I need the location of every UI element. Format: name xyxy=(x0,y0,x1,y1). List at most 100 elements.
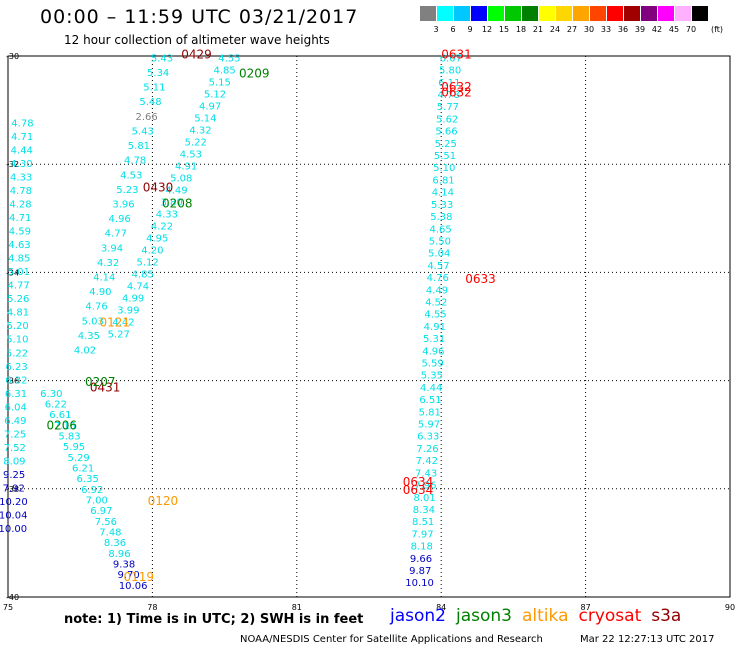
wave-height-value: 7.48 xyxy=(99,528,121,539)
wave-height-value: 4.02 xyxy=(74,346,96,357)
wave-height-value: 6.11 xyxy=(438,78,460,89)
satellite-s3a: s3a xyxy=(651,606,682,626)
wave-height-value: 4.32 xyxy=(97,258,119,269)
legend-swatch xyxy=(539,6,556,21)
wave-height-value: 4.85 xyxy=(213,65,235,76)
page-title: 00:00 – 11:59 UTC 03/21/2017 xyxy=(40,6,359,28)
legend-swatch xyxy=(624,6,641,21)
wave-height-value: 4.28 xyxy=(9,199,31,210)
wave-height-value: 4.77 xyxy=(105,229,127,240)
wave-height-value: 5.29 xyxy=(67,453,89,464)
wave-height-value: 4.99 xyxy=(122,293,144,304)
wave-height-value: 8.18 xyxy=(411,542,433,553)
wave-height-value: 5.22 xyxy=(185,137,207,148)
wave-height-value: 4.53 xyxy=(120,170,142,181)
pass-time-label: 0209 xyxy=(239,67,270,81)
wave-height-value: 5.95 xyxy=(63,442,85,453)
wave-height-value: 4.81 xyxy=(7,308,29,319)
pass-time-label: 0120 xyxy=(148,494,179,508)
wave-height-value: 5.01 xyxy=(8,267,30,278)
lat-tick-label: -30 xyxy=(6,52,19,61)
wave-height-value: 3.99 xyxy=(117,305,139,316)
legend-swatch xyxy=(471,6,488,21)
wave-height-value: 6.21 xyxy=(72,464,94,475)
wave-height-value: 5.10 xyxy=(6,335,28,346)
wave-height-value: 4.55 xyxy=(424,310,446,321)
legend-swatch xyxy=(454,6,471,21)
wave-height-value: 5.10 xyxy=(433,163,455,174)
wave-height-value: 10.10 xyxy=(405,578,434,589)
wave-height-value: 4.74 xyxy=(127,281,149,292)
wave-height-value: 5.59 xyxy=(422,359,444,370)
lon-tick-label: 90 xyxy=(725,603,735,612)
legend-label: 12 xyxy=(481,25,493,34)
wave-height-value: 7.00 xyxy=(86,496,108,507)
wave-height-value: 3.80 xyxy=(161,197,183,208)
wave-height-value: 8.51 xyxy=(412,517,434,528)
lon-tick-label: 75 xyxy=(3,603,13,612)
wave-height-value: 5.43 xyxy=(151,53,173,64)
lat-tick-label: -32 xyxy=(6,160,19,169)
wave-height-value: 7.52 xyxy=(4,443,26,454)
legend-label: 24 xyxy=(549,25,561,34)
wave-height-value: 4.53 xyxy=(180,149,202,160)
wave-height-value: 4.78 xyxy=(10,186,32,197)
wave-height-value: 6.23 xyxy=(6,362,28,373)
wave-height-value: 3.94 xyxy=(101,243,123,254)
wave-height-value: 5.23 xyxy=(116,185,138,196)
wave-height-value: 5.38 xyxy=(430,212,452,223)
wave-height-value: 6.32 xyxy=(5,375,27,386)
wave-height-value: 6.49 xyxy=(4,416,26,427)
wave-height-value: 5.81 xyxy=(128,141,150,152)
wave-height-value: 4.96 xyxy=(422,346,444,357)
wave-height-value: 4.76 xyxy=(427,273,449,284)
wave-height-value: 5.62 xyxy=(436,114,458,125)
wave-height-value: 4.71 xyxy=(9,213,31,224)
wave-height-value: 6.30 xyxy=(40,389,62,400)
wave-height-value: 6.97 xyxy=(90,506,112,517)
wave-height-value: 9.38 xyxy=(113,560,135,571)
pass-time-label: 0631 xyxy=(441,48,472,62)
legend-label: 42 xyxy=(651,25,663,34)
wave-height-value: 10.04 xyxy=(0,511,27,522)
wave-height-value: 4.14 xyxy=(93,273,115,284)
wave-height-value: 5.27 xyxy=(108,329,130,340)
wave-height-value: 4.76 xyxy=(85,302,107,313)
lat-tick-label: -38 xyxy=(6,485,19,494)
legend-swatch xyxy=(658,6,675,21)
wave-height-value: 4.78 xyxy=(124,156,146,167)
wave-height-value: 4.65 xyxy=(430,224,452,235)
wave-height-value: 5.43 xyxy=(132,126,154,137)
wave-height-value: 5.80 xyxy=(439,66,461,77)
legend-label: 30 xyxy=(583,25,595,34)
wave-height-value: 7.56 xyxy=(95,517,117,528)
wave-height-value: 6.33 xyxy=(417,432,439,443)
wave-height-value: 5.50 xyxy=(429,236,451,247)
wave-height-value: 10.06 xyxy=(119,581,148,592)
map-frame xyxy=(7,55,731,598)
wave-height-value: 9.70 xyxy=(117,570,139,581)
footer-credit: NOAA/NESDIS Center for Satellite Applica… xyxy=(240,634,543,645)
legend-swatch xyxy=(692,6,709,21)
wave-height-value: 5.20 xyxy=(6,321,28,332)
wave-height-value: 5.15 xyxy=(209,77,231,88)
lat-tick-label: -36 xyxy=(6,377,19,386)
satellite-jason2: jason2 xyxy=(390,606,446,626)
wave-height-value: 6.07 xyxy=(440,53,462,64)
wave-height-value: 7.15 xyxy=(54,421,76,432)
wave-height-value: 4.32 xyxy=(189,125,211,136)
lon-tick-label: 81 xyxy=(292,603,302,612)
wave-height-value: 6.92 xyxy=(81,485,103,496)
wave-height-value: 5.35 xyxy=(421,371,443,382)
legend-label: 15 xyxy=(498,25,510,34)
wave-height-value: 4.59 xyxy=(9,227,31,238)
legend-swatch xyxy=(437,6,454,21)
wave-height-value: 8.09 xyxy=(3,456,25,467)
legend-swatch xyxy=(590,6,607,21)
wave-height-value: 6.61 xyxy=(49,410,71,421)
satellite-jason3: jason3 xyxy=(456,606,512,626)
pass-time-label: 0632 xyxy=(441,80,472,94)
wave-height-value: 9.87 xyxy=(409,566,431,577)
pass-time-label: 0121 xyxy=(99,316,130,330)
wave-height-value: 5.77 xyxy=(437,102,459,113)
